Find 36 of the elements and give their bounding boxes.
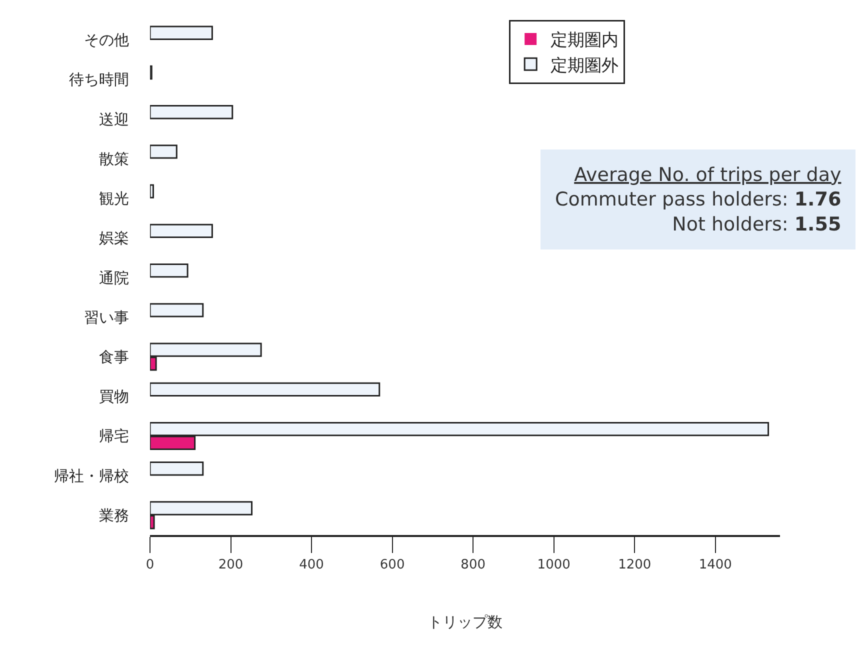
y-tick-label: 習い事: [84, 308, 129, 326]
x-tick-label: 1000: [537, 557, 570, 572]
x-tick-label: 800: [460, 557, 486, 572]
y-tick-label: 通院: [99, 268, 129, 287]
y-tick-label: 散策: [99, 150, 129, 168]
bar: [150, 105, 234, 120]
x-tick-label: 400: [299, 557, 324, 572]
y-tick-label: 食事: [99, 348, 129, 366]
bar: [150, 26, 213, 40]
y-tick-label: その他: [84, 31, 129, 50]
y-tick-label: 業務: [99, 506, 129, 524]
bar: [150, 303, 204, 318]
annotation: Average No. of trips per day: [574, 164, 842, 186]
legend-label: 定期圏内: [550, 30, 619, 51]
x-tick-label: 200: [218, 557, 244, 572]
y-tick-label: 送迎: [99, 110, 129, 128]
bar: [150, 144, 178, 159]
x-tick-label: 0: [146, 557, 154, 572]
y-tick-label: 娯楽: [99, 229, 129, 248]
bar: [150, 224, 213, 238]
y-tick-label: 観光: [99, 190, 129, 208]
bar: [150, 184, 154, 198]
bar: [150, 263, 188, 278]
y-tick-label: 帰社・帰校: [54, 466, 129, 485]
bar: [150, 462, 204, 476]
annotation: Not holders: 1.55: [672, 213, 842, 236]
x-tick-label: 1200: [618, 557, 652, 572]
legend-label: 定期圏外: [550, 56, 619, 76]
y-tick-label: 買物: [99, 388, 129, 406]
x-axis-title: トリップ数: [428, 612, 502, 631]
y-tick-label: 帰宅: [99, 427, 129, 446]
x-tick-label: 600: [380, 557, 405, 572]
x-tick-label: 1400: [698, 557, 732, 572]
y-tick-label: 待ち時間: [69, 70, 129, 89]
annotation: Commuter pass holders: 1.76: [555, 188, 842, 211]
bar: [150, 382, 380, 396]
